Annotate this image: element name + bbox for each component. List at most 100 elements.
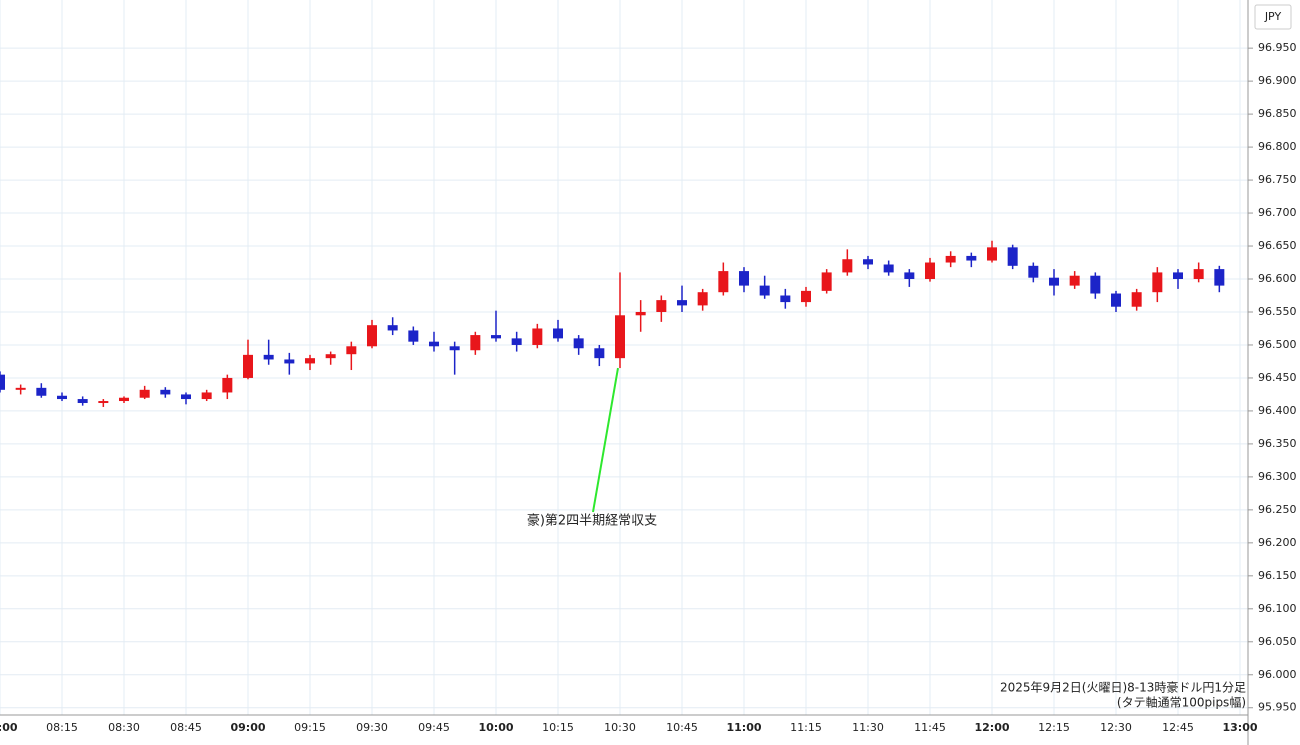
candle-body <box>284 359 295 364</box>
x-tick-label: 11:00 <box>726 721 761 734</box>
x-tick-label: 08:45 <box>170 721 202 734</box>
y-tick-label: 96.950 <box>1258 41 1297 54</box>
candle-body <box>449 346 460 351</box>
candle-body <box>1111 293 1121 307</box>
candle-body <box>966 255 977 261</box>
x-tick-label: 10:15 <box>542 721 574 734</box>
candle-body <box>1028 265 1039 278</box>
x-tick-label: 10:30 <box>604 721 636 734</box>
candle-body <box>36 387 47 396</box>
y-tick-label: 96.150 <box>1258 569 1297 582</box>
candle-body <box>821 272 832 291</box>
x-tick-label: 08:15 <box>46 721 78 734</box>
x-tick-label: 12:30 <box>1100 721 1132 734</box>
candle-body <box>863 259 873 265</box>
candle-body <box>1152 272 1163 293</box>
grid <box>0 0 1248 715</box>
candle-body <box>553 328 563 339</box>
annotation-label: 豪)第2四半期経常収支 <box>527 513 657 529</box>
candle-body <box>511 338 522 345</box>
candle-body <box>739 271 749 286</box>
candle-body <box>532 328 543 345</box>
candle-body <box>573 338 584 349</box>
candle-body <box>759 285 770 296</box>
candle-body <box>718 271 729 293</box>
x-tick-label: 12:45 <box>1162 721 1194 734</box>
candle-body <box>243 354 253 378</box>
candle-body <box>1193 269 1204 280</box>
candle-body <box>883 264 894 273</box>
candle-body <box>98 401 109 404</box>
x-tick-label: 10:00 <box>478 721 513 734</box>
candle-body <box>160 389 171 395</box>
x-tick-label: 11:30 <box>852 721 884 734</box>
x-tick-label: 09:45 <box>418 721 450 734</box>
candle-body <box>0 374 5 390</box>
candle-body <box>842 259 853 273</box>
y-tick-label: 96.250 <box>1258 503 1297 516</box>
caption: (タテ軸通常100pips幅) <box>1117 695 1246 710</box>
candle-body <box>470 335 481 351</box>
x-tick-label: 12:15 <box>1038 721 1070 734</box>
candle-body <box>346 346 357 355</box>
y-tick-label: 96.800 <box>1258 140 1297 153</box>
candle-body <box>635 311 646 316</box>
y-tick-label: 95.950 <box>1258 701 1297 714</box>
candle-body <box>15 387 26 390</box>
y-tick-label: 96.350 <box>1258 437 1297 450</box>
y-tick-label: 96.700 <box>1258 206 1297 219</box>
candle-body <box>1069 275 1080 286</box>
candle-body <box>119 397 129 402</box>
x-tick-label: 09:15 <box>294 721 326 734</box>
y-tick-label: 96.200 <box>1258 536 1297 549</box>
y-tick-label: 96.500 <box>1258 338 1297 351</box>
y-tick-label: 96.100 <box>1258 602 1297 615</box>
candle-body <box>987 247 997 261</box>
y-tick-label: 96.050 <box>1258 635 1297 648</box>
candle-body <box>57 395 67 400</box>
x-tick-label: 11:15 <box>790 721 822 734</box>
y-tick-label: 96.650 <box>1258 239 1297 252</box>
candle-body <box>181 394 191 400</box>
y-tick-label: 96.400 <box>1258 404 1297 417</box>
candle-body <box>677 300 687 306</box>
candle-body <box>1131 292 1142 307</box>
candle-body <box>656 300 667 312</box>
y-tick-label: 96.900 <box>1258 74 1297 87</box>
candle-body <box>1090 275 1101 294</box>
y-tick-label: 96.600 <box>1258 272 1297 285</box>
currency-box <box>1254 4 1292 30</box>
x-tick-label: 13:00 <box>1222 721 1257 734</box>
candle-body <box>77 399 88 404</box>
candle-body <box>1214 269 1225 286</box>
candle-body <box>201 392 212 400</box>
y-tick-label: 96.450 <box>1258 371 1297 384</box>
candle-body <box>367 325 377 347</box>
candle-body <box>491 335 501 339</box>
candle-body <box>139 389 150 398</box>
y-tick-label: 96.300 <box>1258 470 1297 483</box>
candle-body <box>1049 277 1059 286</box>
currency-label: JPY <box>1264 10 1282 23</box>
candle-body <box>325 354 336 359</box>
candle-body <box>801 290 811 303</box>
candle-body <box>1007 247 1018 266</box>
candle-body <box>1173 272 1183 280</box>
x-tick-label: 09:00 <box>230 721 265 734</box>
candle-body <box>408 330 419 342</box>
y-tick-label: 96.850 <box>1258 107 1297 120</box>
x-tick-label: 12:00 <box>974 721 1009 734</box>
candle-body <box>387 325 398 331</box>
y-tick-label: 96.550 <box>1258 305 1297 318</box>
candles <box>0 240 1225 407</box>
y-tick-label: 96.750 <box>1258 173 1297 186</box>
annotation-pointer <box>592 367 619 513</box>
candle-body <box>697 292 708 306</box>
x-tick-label: 08:30 <box>108 721 140 734</box>
candle-body <box>263 354 274 360</box>
candle-body <box>780 295 791 303</box>
candle-body <box>925 262 935 280</box>
x-tick-label: 08:00 <box>0 721 18 734</box>
